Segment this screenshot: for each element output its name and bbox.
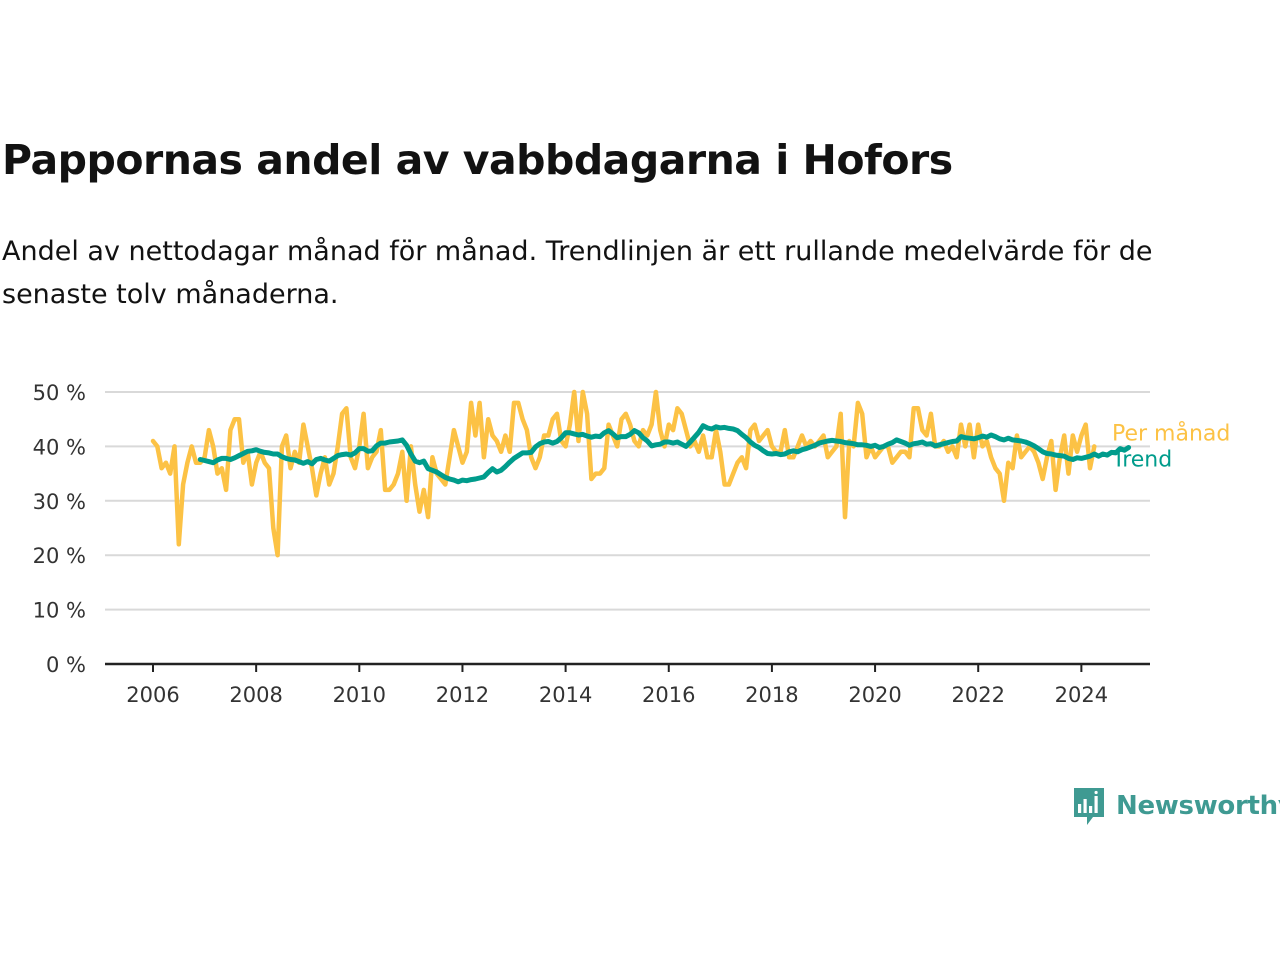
series-lines bbox=[150, 389, 1132, 558]
x-axis-ticks: 2006 2008 2010 2012 2014 2016 2018 2020 2022 2024 bbox=[126, 664, 1108, 707]
x-tick-label: 2024 bbox=[1055, 683, 1108, 707]
brand-name: Newsworthy bbox=[1116, 791, 1280, 821]
x-tick-label: 2022 bbox=[951, 683, 1004, 707]
y-tick-label: 40 % bbox=[33, 435, 86, 459]
newsworthy-chart-icon bbox=[1074, 788, 1104, 825]
x-tick-label: 2016 bbox=[642, 683, 695, 707]
x-tick-label: 2006 bbox=[126, 683, 179, 707]
line-label-trend: Trend bbox=[1111, 447, 1172, 472]
y-tick-label: 50 % bbox=[33, 381, 86, 405]
line-chart: 0 % 10 % 20 % 30 % 40 % 50 % 2006 2008 2010 2012… bbox=[33, 381, 1231, 707]
y-tick-label: 10 % bbox=[33, 599, 86, 623]
x-tick-label: 2008 bbox=[229, 683, 282, 707]
x-tick-label: 2020 bbox=[848, 683, 901, 707]
series-line-trend bbox=[197, 423, 1132, 485]
x-tick-label: 2018 bbox=[745, 683, 798, 707]
x-tick-label: 2012 bbox=[436, 683, 489, 707]
y-tick-label: 0 % bbox=[46, 653, 86, 677]
y-axis-ticks: 0 % 10 % 20 % 30 % 40 % 50 % bbox=[33, 381, 86, 677]
y-tick-label: 30 % bbox=[33, 490, 86, 514]
y-tick-label: 20 % bbox=[33, 544, 86, 568]
chart-title: Pappornas andel av vabbdagarna i Hofors bbox=[2, 136, 953, 184]
line-label-per-manad: Per månad bbox=[1112, 420, 1230, 446]
chart-subtitle: Andel av nettodagar månad för månad. Tre… bbox=[2, 236, 1153, 310]
newsworthy-logo: Newsworthy bbox=[1072, 784, 1280, 828]
x-tick-label: 2014 bbox=[539, 683, 592, 707]
grid-lines bbox=[105, 391, 1150, 666]
series-line-per-manad bbox=[150, 389, 1097, 558]
x-tick-label: 2010 bbox=[333, 683, 386, 707]
